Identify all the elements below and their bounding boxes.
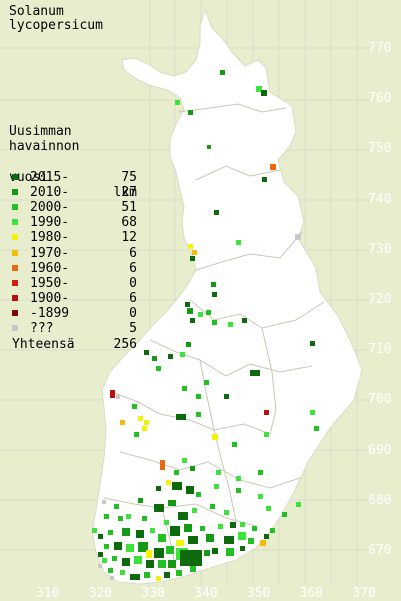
legend-period-label: 2010- xyxy=(30,184,70,200)
legend-count-header: lkm xyxy=(113,184,137,200)
species-name-line2: lycopersicum xyxy=(9,18,103,33)
finland-landmass xyxy=(91,8,363,585)
x-tick-label: 310 xyxy=(36,586,60,601)
legend-total-row: Yhteensä 256 xyxy=(9,336,137,352)
x-tick-label: 350 xyxy=(246,586,271,601)
legend-period-label: 2000- xyxy=(30,199,70,215)
legend-heading-2: havainnon xyxy=(9,139,80,155)
y-tick-label: 770 xyxy=(368,41,392,56)
legend-period-label: 1950- xyxy=(30,275,70,291)
y-tick-label: 670 xyxy=(368,543,392,558)
legend-row: 1960- 6 xyxy=(9,260,137,276)
species-name-line1: Solanum xyxy=(9,4,64,19)
y-tick-label: 680 xyxy=(368,492,392,508)
legend-count: 51 xyxy=(121,199,137,215)
legend-swatch xyxy=(12,203,18,210)
legend-heading-1: Uusimman xyxy=(9,124,72,139)
y-tick-label: 710 xyxy=(368,342,392,358)
legend-period-label: 1980- xyxy=(30,230,70,246)
legend-period-label: 1960- xyxy=(30,260,70,276)
legend-swatch xyxy=(12,295,18,302)
legend-period-label: 2015- xyxy=(30,169,70,185)
y-tick-label: 740 xyxy=(368,191,392,207)
legend-period-label: 1970- xyxy=(30,245,70,261)
legend-rows: 2015- 75 2010- 27 2000- 51 1990- 68 1980- 12 1970-… xyxy=(9,169,137,337)
legend-swatch xyxy=(12,234,18,241)
y-tick-label: 700 xyxy=(368,392,392,408)
legend: Uusimman havainnon vuosi lkm 2015- 75 2010… xyxy=(9,124,137,352)
legend-year-header: vuosi xyxy=(9,169,49,185)
x-tick-label: 320 xyxy=(88,586,113,601)
y-tick-label: 730 xyxy=(368,241,392,257)
legend-row: 1980- 12 xyxy=(9,230,137,246)
legend-period-label: ??? xyxy=(30,321,54,337)
y-tick-label: 720 xyxy=(368,292,392,307)
legend-row: 2000- 51 xyxy=(9,199,137,215)
y-tick-label: 760 xyxy=(368,91,392,107)
legend-swatch xyxy=(12,173,18,180)
legend-swatch xyxy=(12,310,18,317)
legend-row: 1970- 6 xyxy=(9,245,137,261)
legend-row: ??? 5 xyxy=(9,321,137,337)
legend-swatch xyxy=(12,279,18,286)
x-tick-label: 370 xyxy=(352,586,376,601)
legend-count: 6 xyxy=(129,260,137,276)
legend-count: 6 xyxy=(129,291,137,307)
legend-swatch xyxy=(12,249,18,256)
legend-row: 1900- 6 xyxy=(9,291,137,307)
legend-swatch xyxy=(12,264,18,271)
legend-row: -1899 0 xyxy=(9,306,137,322)
legend-count: 0 xyxy=(129,306,137,322)
legend-swatch xyxy=(12,219,18,226)
legend-total-label: Yhteensä xyxy=(12,336,75,352)
legend-swatch xyxy=(12,188,18,195)
y-tick-label: 690 xyxy=(368,442,392,458)
legend-row: 1950- 0 xyxy=(9,275,137,291)
legend-count: 5 xyxy=(129,321,137,337)
legend-count: 6 xyxy=(129,245,137,261)
legend-row: 1990- 68 xyxy=(9,215,137,231)
legend-period-label: -1899 xyxy=(30,306,70,322)
legend-row: 2015- 75 xyxy=(9,169,137,185)
legend-count: 0 xyxy=(129,275,137,291)
legend-count: 75 xyxy=(121,169,137,185)
x-tick-label: 340 xyxy=(194,586,218,601)
legend-swatch xyxy=(12,325,18,332)
x-tick-label: 330 xyxy=(141,586,165,601)
legend-heading-3: vuosi lkm xyxy=(9,154,137,200)
legend-total-count: 256 xyxy=(113,336,137,352)
legend-row: 2010- 27 xyxy=(9,184,137,200)
regional-borders xyxy=(103,103,325,571)
legend-count: 68 xyxy=(121,215,137,231)
legend-count: 12 xyxy=(121,230,137,246)
species-title: Solanum lycopersicum xyxy=(9,5,103,33)
y-tick-label: 750 xyxy=(368,141,392,157)
legend-period-label: 1900- xyxy=(30,291,70,307)
observation-markers xyxy=(92,70,319,581)
legend-period-label: 1990- xyxy=(30,215,70,231)
x-tick-label: 360 xyxy=(299,586,323,601)
legend-count: 27 xyxy=(121,184,137,200)
